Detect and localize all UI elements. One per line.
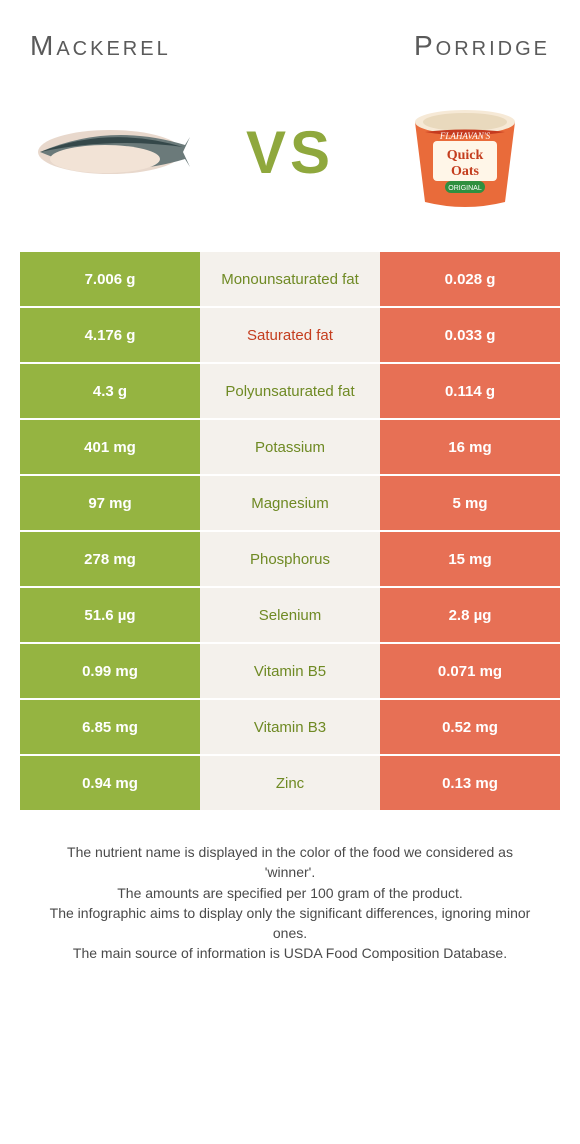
left-food-image — [30, 92, 200, 212]
nutrient-label-cell: Magnesium — [200, 476, 380, 532]
left-value-cell: 97 mg — [20, 476, 200, 532]
header-titles: Mackerel Porridge — [20, 20, 560, 92]
left-value-cell: 0.94 mg — [20, 756, 200, 812]
svg-text:ORIGINAL: ORIGINAL — [448, 185, 482, 192]
right-food-image: FLAHAVAN'S Quick Oats ORIGINAL — [380, 92, 550, 212]
right-value-cell: 15 mg — [380, 532, 560, 588]
left-value-cell: 6.85 mg — [20, 700, 200, 756]
table-row: 4.176 gSaturated fat0.033 g — [20, 308, 560, 364]
table-row: 0.99 mgVitamin B50.071 mg — [20, 644, 560, 700]
footer-line: The main source of information is USDA F… — [40, 943, 540, 963]
nutrient-label-cell: Selenium — [200, 588, 380, 644]
footer-line: The infographic aims to display only the… — [40, 903, 540, 944]
right-value-cell: 16 mg — [380, 420, 560, 476]
left-value-cell: 7.006 g — [20, 252, 200, 308]
vs-row: VS FLAHAVAN'S Quick Oats ORIGINAL — [20, 92, 560, 252]
left-value-cell: 401 mg — [20, 420, 200, 476]
right-value-cell: 2.8 µg — [380, 588, 560, 644]
right-value-cell: 0.033 g — [380, 308, 560, 364]
svg-text:Oats: Oats — [451, 164, 480, 179]
right-value-cell: 5 mg — [380, 476, 560, 532]
right-value-cell: 0.52 mg — [380, 700, 560, 756]
nutrition-comparison-table: 7.006 gMonounsaturated fat0.028 g4.176 g… — [20, 252, 560, 812]
nutrient-label-cell: Potassium — [200, 420, 380, 476]
nutrient-label-cell: Phosphorus — [200, 532, 380, 588]
nutrient-label-cell: Monounsaturated fat — [200, 252, 380, 308]
table-row: 401 mgPotassium16 mg — [20, 420, 560, 476]
right-value-cell: 0.13 mg — [380, 756, 560, 812]
vs-label: VS — [246, 118, 334, 187]
right-value-cell: 0.071 mg — [380, 644, 560, 700]
right-food-title: Porridge — [414, 30, 550, 62]
table-row: 51.6 µgSelenium2.8 µg — [20, 588, 560, 644]
mackerel-icon — [35, 117, 195, 187]
nutrient-label-cell: Saturated fat — [200, 308, 380, 364]
footer-line: The amounts are specified per 100 gram o… — [40, 883, 540, 903]
left-value-cell: 278 mg — [20, 532, 200, 588]
right-value-cell: 0.114 g — [380, 364, 560, 420]
svg-text:FLAHAVAN'S: FLAHAVAN'S — [439, 131, 491, 141]
porridge-cup-icon: FLAHAVAN'S Quick Oats ORIGINAL — [405, 97, 525, 207]
nutrient-label-cell: Polyunsaturated fat — [200, 364, 380, 420]
table-row: 278 mgPhosphorus15 mg — [20, 532, 560, 588]
left-value-cell: 4.176 g — [20, 308, 200, 364]
left-value-cell: 4.3 g — [20, 364, 200, 420]
right-value-cell: 0.028 g — [380, 252, 560, 308]
nutrient-label-cell: Zinc — [200, 756, 380, 812]
left-value-cell: 51.6 µg — [20, 588, 200, 644]
table-row: 6.85 mgVitamin B30.52 mg — [20, 700, 560, 756]
left-food-title: Mackerel — [30, 30, 171, 62]
table-row: 97 mgMagnesium5 mg — [20, 476, 560, 532]
table-row: 7.006 gMonounsaturated fat0.028 g — [20, 252, 560, 308]
footer-notes: The nutrient name is displayed in the co… — [20, 812, 560, 964]
footer-line: The nutrient name is displayed in the co… — [40, 842, 540, 883]
table-row: 4.3 gPolyunsaturated fat0.114 g — [20, 364, 560, 420]
nutrient-label-cell: Vitamin B5 — [200, 644, 380, 700]
svg-text:Quick: Quick — [447, 148, 484, 163]
nutrient-label-cell: Vitamin B3 — [200, 700, 380, 756]
left-value-cell: 0.99 mg — [20, 644, 200, 700]
table-row: 0.94 mgZinc0.13 mg — [20, 756, 560, 812]
